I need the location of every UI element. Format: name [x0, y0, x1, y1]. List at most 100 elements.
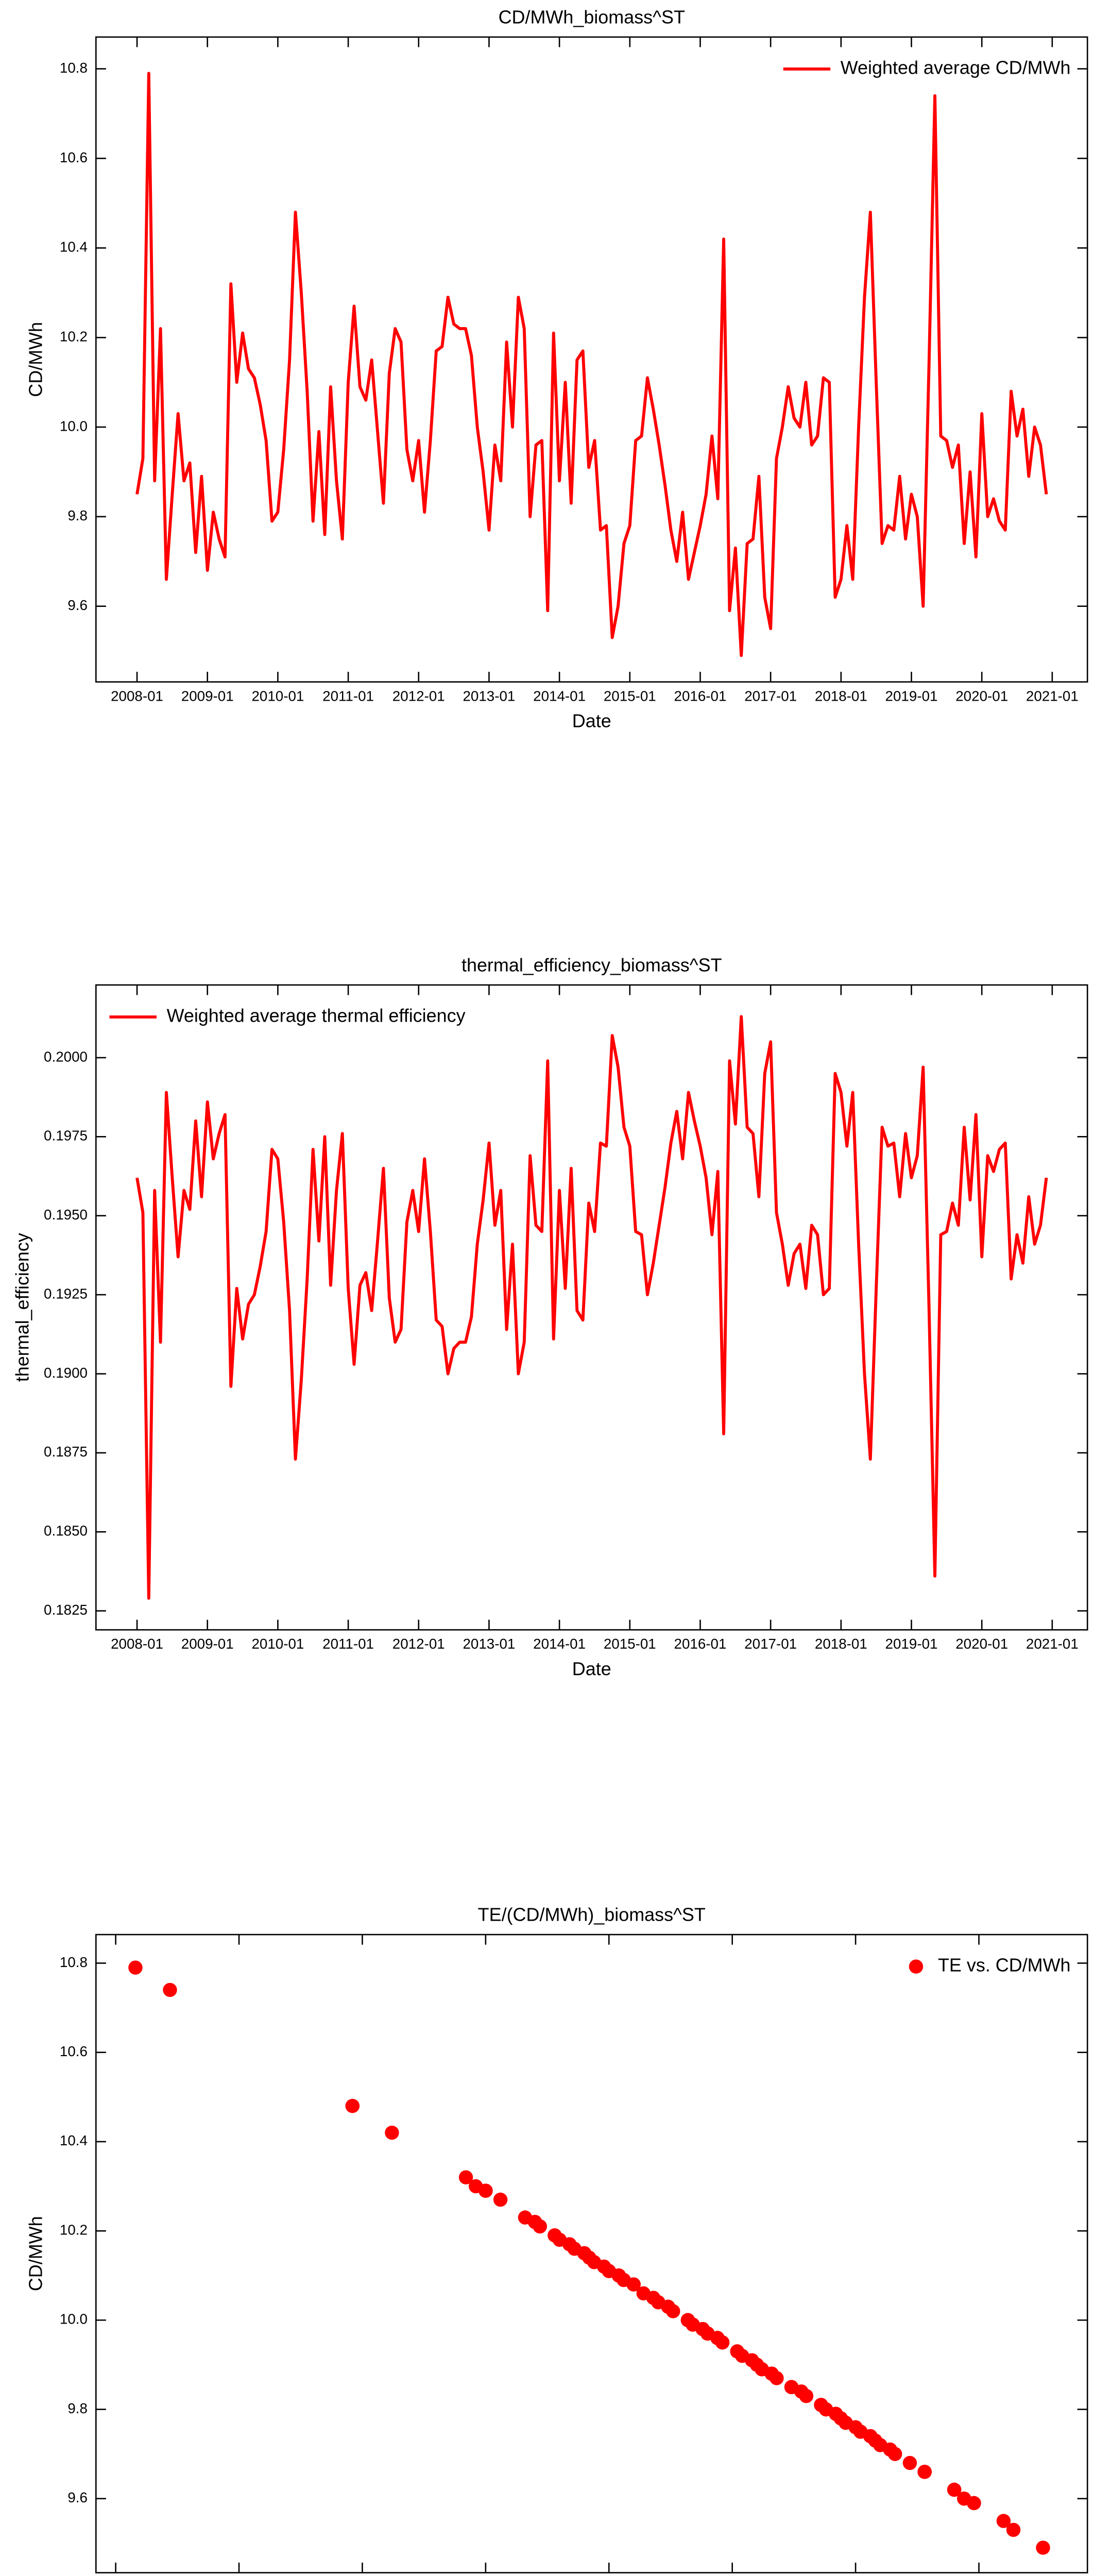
scatter-point: [1036, 2540, 1050, 2555]
chart-title: TE/(CD/MWh)_biomass^ST: [478, 1904, 706, 1925]
scatter-point: [839, 2415, 853, 2430]
y-tick-label: 10.8: [60, 60, 88, 76]
legend-label: Weighted average thermal efficiency: [167, 1005, 466, 1026]
scatter-point: [478, 2183, 493, 2198]
scatter-point: [829, 2406, 843, 2421]
scatter-point: [902, 2455, 917, 2470]
scatter-point: [128, 1960, 143, 1975]
y-tick-label: 0.1950: [44, 1207, 88, 1223]
scatter-point: [582, 2250, 596, 2265]
x-tick-label: 2009-01: [181, 1636, 234, 1652]
x-tick-label: 2011-01: [322, 1636, 374, 1652]
y-axis-label: CD/MWh: [25, 2216, 46, 2291]
scatter-point: [611, 2268, 626, 2283]
scatter-point: [883, 2442, 897, 2457]
x-tick-label: 2010-01: [251, 1636, 304, 1652]
x-tick-label: 2017-01: [744, 1636, 797, 1652]
y-tick-label: 10.2: [60, 328, 88, 344]
legend-label: TE vs. CD/MWh: [938, 1955, 1071, 1976]
y-axis-label: thermal_efficiency: [11, 1233, 32, 1382]
y-tick-label: 0.2000: [44, 1048, 88, 1064]
x-tick-label: 2008-01: [111, 1636, 163, 1652]
x-axis-label: Date: [572, 1658, 611, 1679]
chart-title: thermal_efficiency_biomass^ST: [462, 954, 722, 975]
scatter-point: [863, 2429, 878, 2444]
x-tick-label: 2013-01: [463, 1636, 515, 1652]
scatter-point: [493, 2192, 508, 2207]
x-axis-label: Date: [572, 710, 611, 732]
x-tick-label: 2009-01: [181, 688, 234, 704]
x-tick-label: 2013-01: [463, 688, 515, 704]
scatter-point: [163, 1982, 177, 1997]
y-tick-label: 9.8: [67, 507, 88, 523]
x-tick-label: 2020-01: [955, 688, 1008, 704]
scatter-point: [680, 2313, 695, 2328]
scatter-point: [533, 2219, 547, 2234]
data-line: [135, 1015, 1048, 1600]
x-tick-label: 2021-01: [1026, 1636, 1079, 1652]
scatter-point: [710, 2331, 725, 2345]
y-tick-label: 0.1850: [44, 1523, 88, 1539]
scatter-point: [730, 2344, 744, 2359]
x-tick-label: 2014-01: [533, 1636, 586, 1652]
y-tick-label: 10.0: [60, 2311, 88, 2327]
y-tick-label: 10.4: [60, 239, 88, 255]
chart-title: CD/MWh_biomass^ST: [499, 6, 685, 27]
scatter-point: [636, 2286, 651, 2301]
scatter-point: [345, 2098, 360, 2113]
y-tick-label: 9.6: [67, 2489, 88, 2505]
scatter-point: [1006, 2522, 1021, 2537]
x-tick-label: 2018-01: [815, 1636, 867, 1652]
legend-marker: [909, 1959, 924, 1974]
y-tick-label: 9.6: [67, 597, 88, 613]
y-tick-label: 10.2: [60, 2222, 88, 2238]
x-tick-label: 2016-01: [674, 1636, 727, 1652]
scatter-point: [695, 2321, 710, 2336]
x-tick-label: 2012-01: [392, 1636, 445, 1652]
scatter-point: [548, 2228, 562, 2243]
x-tick-label: 2019-01: [885, 688, 938, 704]
x-tick-label: 2015-01: [604, 1636, 656, 1652]
scatter-point: [917, 2465, 932, 2479]
scatter-point: [651, 2295, 665, 2310]
scatter-point: [770, 2371, 784, 2385]
y-tick-label: 10.0: [60, 418, 88, 434]
y-tick-label: 0.1925: [44, 1285, 88, 1301]
y-tick-label: 10.6: [60, 2043, 88, 2059]
y-tick-label: 0.1900: [44, 1365, 88, 1381]
x-tick-label: 2015-01: [604, 688, 656, 704]
x-tick-label: 2011-01: [322, 688, 374, 704]
y-tick-label: 0.1975: [44, 1128, 88, 1144]
x-tick-label: 2008-01: [111, 688, 163, 704]
y-tick-label: 9.8: [67, 2400, 88, 2416]
y-tick-label: 10.4: [60, 2132, 88, 2148]
scatter-point: [562, 2237, 577, 2251]
scatter-point: [626, 2277, 641, 2292]
scatter-point: [957, 2492, 971, 2506]
y-tick-label: 0.1875: [44, 1444, 88, 1460]
scatter-point: [385, 2125, 399, 2140]
scatter-point: [947, 2482, 962, 2497]
scatter-point: [755, 2362, 769, 2377]
y-tick-label: 0.1825: [44, 1602, 88, 1618]
y-axis-label: CD/MWh: [25, 322, 46, 397]
plot-frame: [95, 1934, 1088, 2573]
y-tick-label: 10.8: [60, 1954, 88, 1970]
legend-label: Weighted average CD/MWh: [841, 57, 1071, 78]
plot-frame: [95, 984, 1088, 1631]
x-tick-label: 2019-01: [885, 1636, 938, 1652]
scatter-point: [996, 2514, 1011, 2528]
plot-frame: [95, 36, 1088, 683]
x-tick-label: 2014-01: [533, 688, 586, 704]
x-tick-label: 2016-01: [674, 688, 727, 704]
x-tick-label: 2017-01: [744, 688, 797, 704]
y-tick-label: 10.6: [60, 149, 88, 165]
x-tick-label: 2012-01: [392, 688, 445, 704]
x-tick-label: 2020-01: [955, 1636, 1008, 1652]
data-line: [135, 72, 1048, 657]
x-tick-label: 2010-01: [251, 688, 304, 704]
scatter-point: [784, 2380, 799, 2395]
scatter-point: [458, 2170, 473, 2184]
